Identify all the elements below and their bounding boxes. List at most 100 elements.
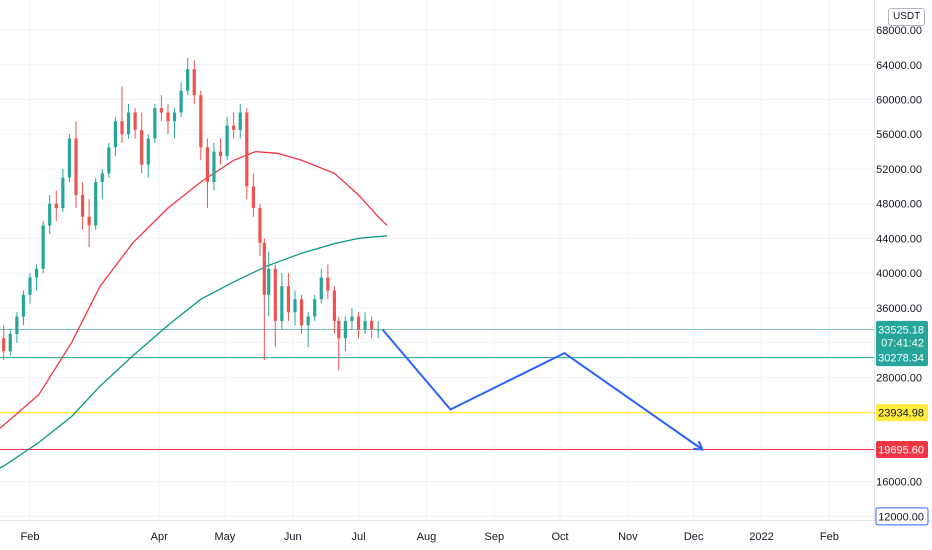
candle	[192, 60, 196, 104]
x-tick-label: Sep	[485, 531, 505, 543]
candle	[232, 112, 236, 139]
candle	[238, 103, 242, 139]
candle	[146, 134, 150, 178]
candle	[273, 264, 277, 347]
candle	[319, 268, 323, 304]
price-label[interactable]: 30278.34	[876, 349, 928, 367]
x-tick-label: Jul	[351, 531, 365, 543]
projection-arrowhead	[693, 440, 704, 451]
x-tick-label: May	[215, 531, 236, 543]
moving-averages	[0, 150, 388, 469]
candle	[356, 312, 361, 339]
candle	[153, 103, 157, 143]
candle	[337, 316, 341, 371]
x-tick-label: Dec	[684, 531, 704, 543]
candle	[67, 134, 72, 182]
x-tick-label: 2022	[749, 531, 773, 543]
candle	[133, 108, 137, 139]
candle	[306, 312, 310, 347]
candle	[326, 264, 330, 300]
candle	[179, 82, 183, 117]
price-label[interactable]: 12000.00	[875, 507, 929, 526]
unit-badge[interactable]: USDT	[888, 8, 926, 26]
price-label-value: 33525.18	[878, 324, 924, 336]
candle	[172, 108, 177, 139]
x-tick-label: Jun	[284, 531, 302, 543]
candle	[251, 173, 255, 217]
moving-average-line	[0, 235, 388, 469]
candle	[74, 121, 78, 209]
candle	[376, 320, 380, 339]
y-tick-label: 16000.00	[876, 477, 922, 489]
candle	[126, 103, 131, 139]
candle	[286, 273, 291, 321]
candle	[80, 181, 85, 230]
x-tick-label: Feb	[21, 531, 40, 543]
x-tick-label: Feb	[820, 531, 839, 543]
y-tick-label: 48000.00	[876, 199, 922, 211]
candle	[94, 177, 98, 230]
candle	[34, 264, 39, 291]
candle	[15, 312, 19, 343]
candle	[199, 90, 203, 161]
candle	[107, 142, 111, 178]
candle	[8, 329, 12, 356]
grid	[0, 0, 874, 520]
price-label[interactable]: 19695.60	[876, 440, 928, 458]
candle	[218, 138, 223, 165]
candle	[120, 86, 124, 143]
candle	[343, 316, 347, 352]
candle	[245, 108, 249, 200]
candle	[21, 290, 26, 326]
candle	[258, 203, 262, 256]
candle	[61, 168, 65, 213]
candle	[48, 195, 52, 235]
price-label-countdown: 07:41:42	[881, 337, 924, 349]
x-tick-label: Apr	[151, 531, 168, 543]
x-tick-label: Nov	[618, 531, 638, 543]
x-tick-label: Aug	[417, 531, 437, 543]
candle	[313, 294, 317, 321]
candle	[140, 112, 144, 174]
y-tick-label: 60000.00	[876, 94, 922, 106]
x-tick-label: Oct	[551, 531, 568, 543]
projection-path	[381, 328, 704, 451]
candle	[293, 290, 297, 326]
time-axis: Feb Apr May Jun Jul Aug Sep Oct Nov Dec 2022 Feb	[21, 531, 839, 543]
candle	[2, 325, 6, 361]
y-tick-label: 52000.00	[876, 164, 922, 176]
y-tick-label: 44000.00	[876, 233, 922, 245]
candle	[186, 57, 190, 96]
y-tick-label: 40000.00	[876, 268, 922, 280]
moving-average-line	[0, 150, 388, 429]
candle	[87, 199, 91, 248]
price-label-value: 23934.98	[878, 408, 924, 420]
candle	[299, 294, 304, 334]
candle	[28, 273, 32, 304]
y-tick-label: 28000.00	[876, 372, 922, 384]
price-label-value: 19695.60	[878, 444, 924, 456]
candle	[205, 138, 209, 209]
candle	[363, 312, 367, 334]
candle	[370, 316, 374, 339]
candle	[267, 251, 271, 317]
price-label-value: 12000.00	[878, 511, 924, 523]
y-tick-label: 68000.00	[876, 25, 922, 37]
candle	[54, 190, 58, 222]
candle	[100, 168, 104, 200]
candle	[41, 221, 45, 274]
candle	[159, 95, 164, 122]
price-label[interactable]: 23934.98	[876, 404, 928, 422]
projection-line[interactable]	[381, 328, 703, 451]
candle	[212, 142, 216, 191]
candle	[332, 286, 337, 334]
candle	[262, 238, 266, 361]
price-label-value: 30278.34	[878, 353, 924, 365]
candles	[2, 57, 380, 371]
y-tick-label: 36000.00	[876, 303, 922, 315]
y-tick-label: 56000.00	[876, 129, 922, 141]
candle	[350, 307, 354, 330]
